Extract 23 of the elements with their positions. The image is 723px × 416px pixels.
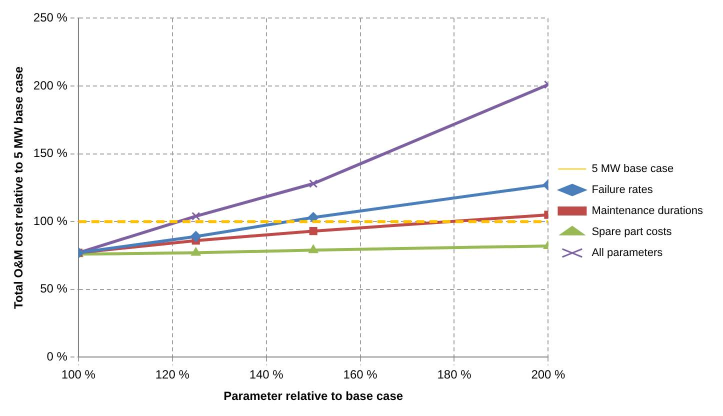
x-tick-label: 120 % xyxy=(155,368,190,382)
x-tick-label: 100 % xyxy=(61,368,96,382)
legend-label: Failure rates xyxy=(592,184,654,196)
y-axis-title: Total O&M cost relative to 5 MW base case xyxy=(12,66,26,309)
legend-label: 5 MW base case xyxy=(592,163,674,176)
x-tick-label: 180 % xyxy=(437,368,472,382)
point xyxy=(308,244,318,254)
legend-label: Spare part costs xyxy=(592,226,672,238)
point xyxy=(192,212,200,220)
point xyxy=(191,247,201,256)
legend-label: All parameters xyxy=(592,247,664,260)
point xyxy=(309,179,318,188)
legend-label: Maintenance durations xyxy=(592,205,704,218)
x-tick-label: 140 % xyxy=(249,368,284,382)
x-axis-title: Parameter relative to base case xyxy=(224,389,404,404)
y-tick-label: 250 % xyxy=(33,10,68,25)
y-tick-label: 200 % xyxy=(33,78,68,92)
y-tick-label: 50 % xyxy=(40,282,68,296)
y-tick-label: 150 % xyxy=(33,146,68,160)
y-tick-label: 100 % xyxy=(33,214,68,228)
x-tick-label: 160 % xyxy=(343,368,378,382)
x-tick-label: 200 % xyxy=(531,368,566,382)
y-tick-label: 0 % xyxy=(46,350,68,364)
